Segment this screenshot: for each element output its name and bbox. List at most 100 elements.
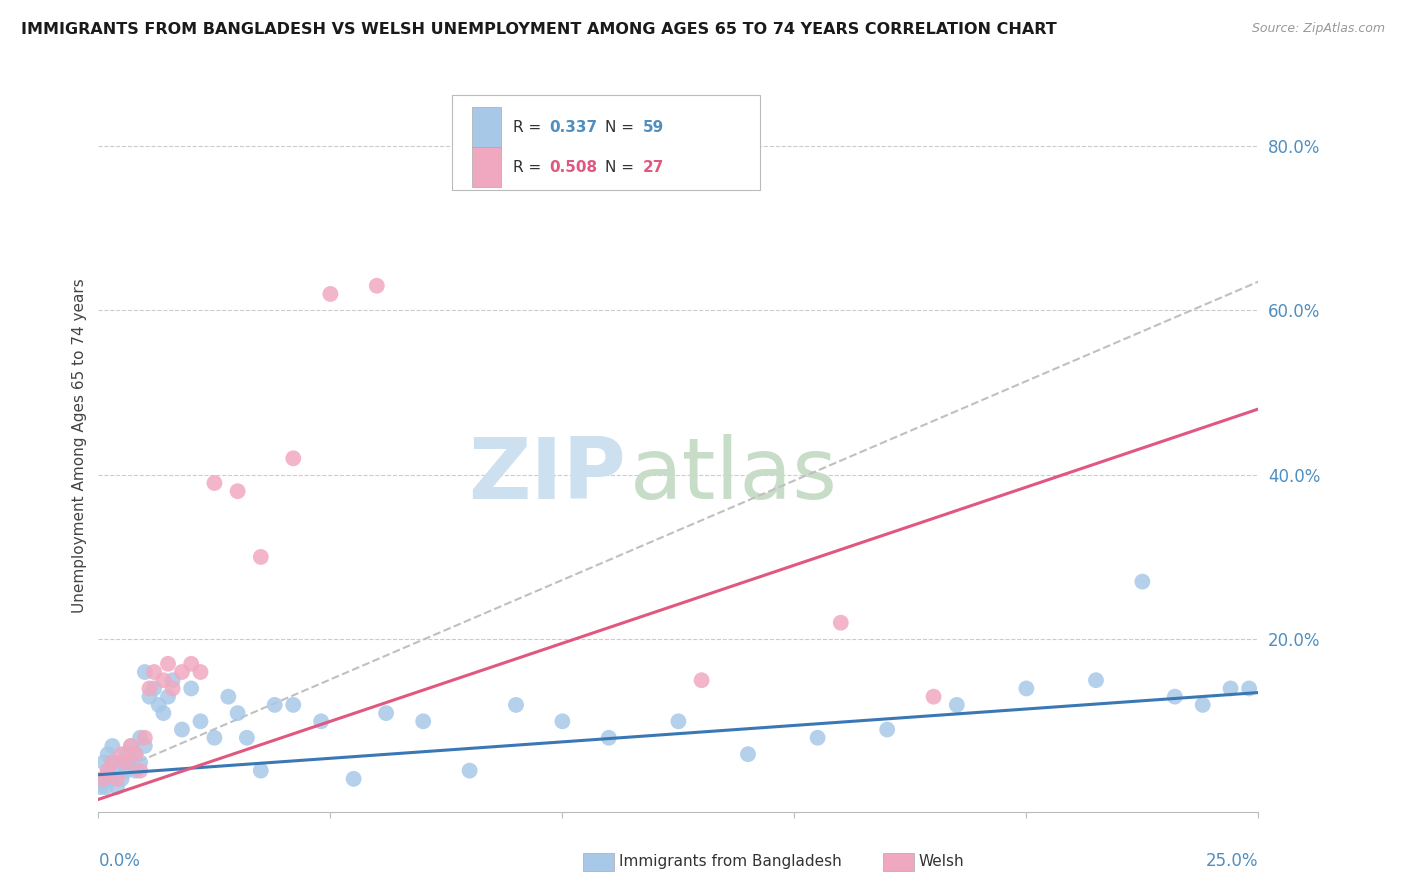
- Point: [170, 665, 193, 679]
- Point: [129, 731, 152, 745]
- Point: [157, 690, 180, 704]
- Point: [134, 731, 156, 745]
- Point: [157, 657, 180, 671]
- Point: [97, 764, 120, 778]
- Point: [1164, 690, 1187, 704]
- Point: [180, 681, 202, 696]
- Point: [1015, 681, 1038, 696]
- Text: Immigrants from Bangladesh: Immigrants from Bangladesh: [619, 855, 841, 869]
- Point: [412, 714, 434, 729]
- Text: ZIP: ZIP: [468, 434, 626, 516]
- Text: 0.0%: 0.0%: [98, 852, 141, 870]
- Point: [190, 714, 212, 729]
- Bar: [472, 107, 501, 148]
- Bar: [583, 853, 614, 871]
- Point: [1237, 681, 1260, 696]
- Text: N =: N =: [606, 120, 640, 135]
- Point: [138, 690, 160, 704]
- Point: [946, 698, 969, 712]
- Point: [1132, 574, 1154, 589]
- Point: [162, 673, 184, 688]
- Text: 59: 59: [643, 120, 664, 135]
- Point: [551, 714, 574, 729]
- Point: [115, 756, 138, 770]
- Point: [143, 681, 166, 696]
- Point: [226, 484, 249, 499]
- Point: [217, 690, 239, 704]
- Point: [598, 731, 620, 745]
- Point: [134, 665, 156, 679]
- Text: Welsh: Welsh: [918, 855, 963, 869]
- Point: [236, 731, 259, 745]
- Point: [922, 690, 945, 704]
- Point: [98, 772, 121, 786]
- Point: [152, 673, 174, 688]
- Point: [250, 764, 273, 778]
- Point: [162, 681, 184, 696]
- Point: [91, 772, 114, 786]
- Point: [505, 698, 527, 712]
- Y-axis label: Unemployment Among Ages 65 to 74 years: Unemployment Among Ages 65 to 74 years: [72, 278, 87, 614]
- Text: 0.508: 0.508: [550, 160, 598, 175]
- Text: 0.337: 0.337: [550, 120, 598, 135]
- Point: [666, 714, 689, 729]
- Point: [737, 747, 759, 762]
- Point: [97, 764, 120, 778]
- Text: R =: R =: [513, 160, 546, 175]
- Point: [101, 756, 124, 770]
- Point: [129, 756, 152, 770]
- Text: Source: ZipAtlas.com: Source: ZipAtlas.com: [1251, 22, 1385, 36]
- Point: [190, 665, 212, 679]
- Point: [180, 657, 202, 671]
- Point: [152, 706, 174, 720]
- Point: [97, 747, 120, 762]
- Point: [1191, 698, 1213, 712]
- Point: [319, 287, 342, 301]
- Point: [375, 706, 398, 720]
- Point: [124, 764, 146, 778]
- Point: [129, 764, 152, 778]
- Point: [101, 739, 124, 753]
- Point: [283, 698, 305, 712]
- Point: [90, 780, 112, 794]
- Point: [115, 764, 138, 778]
- Point: [105, 772, 128, 786]
- Point: [143, 665, 166, 679]
- Point: [263, 698, 285, 712]
- Point: [250, 549, 273, 564]
- Point: [101, 756, 124, 770]
- Text: 27: 27: [643, 160, 664, 175]
- Point: [283, 451, 305, 466]
- Point: [204, 731, 226, 745]
- Bar: [883, 853, 914, 871]
- Point: [94, 780, 117, 794]
- Point: [120, 739, 142, 753]
- Point: [204, 475, 226, 490]
- Text: IMMIGRANTS FROM BANGLADESH VS WELSH UNEMPLOYMENT AMONG AGES 65 TO 74 YEARS CORRE: IMMIGRANTS FROM BANGLADESH VS WELSH UNEM…: [21, 22, 1057, 37]
- Point: [111, 747, 132, 762]
- Point: [148, 698, 170, 712]
- Point: [111, 756, 132, 770]
- Point: [115, 747, 138, 762]
- Point: [120, 756, 142, 770]
- Point: [690, 673, 713, 688]
- Point: [105, 780, 128, 794]
- Point: [830, 615, 852, 630]
- Point: [458, 764, 481, 778]
- Point: [138, 681, 160, 696]
- Point: [309, 714, 332, 729]
- Point: [91, 772, 114, 786]
- Point: [120, 739, 142, 753]
- Point: [124, 747, 146, 762]
- Point: [807, 731, 830, 745]
- Text: N =: N =: [606, 160, 640, 175]
- Point: [170, 723, 193, 737]
- Point: [105, 764, 128, 778]
- Point: [343, 772, 366, 786]
- Text: atlas: atlas: [630, 434, 838, 516]
- Point: [366, 278, 388, 293]
- FancyBboxPatch shape: [453, 95, 759, 190]
- Text: 25.0%: 25.0%: [1206, 852, 1258, 870]
- Point: [93, 756, 115, 770]
- Point: [134, 739, 156, 753]
